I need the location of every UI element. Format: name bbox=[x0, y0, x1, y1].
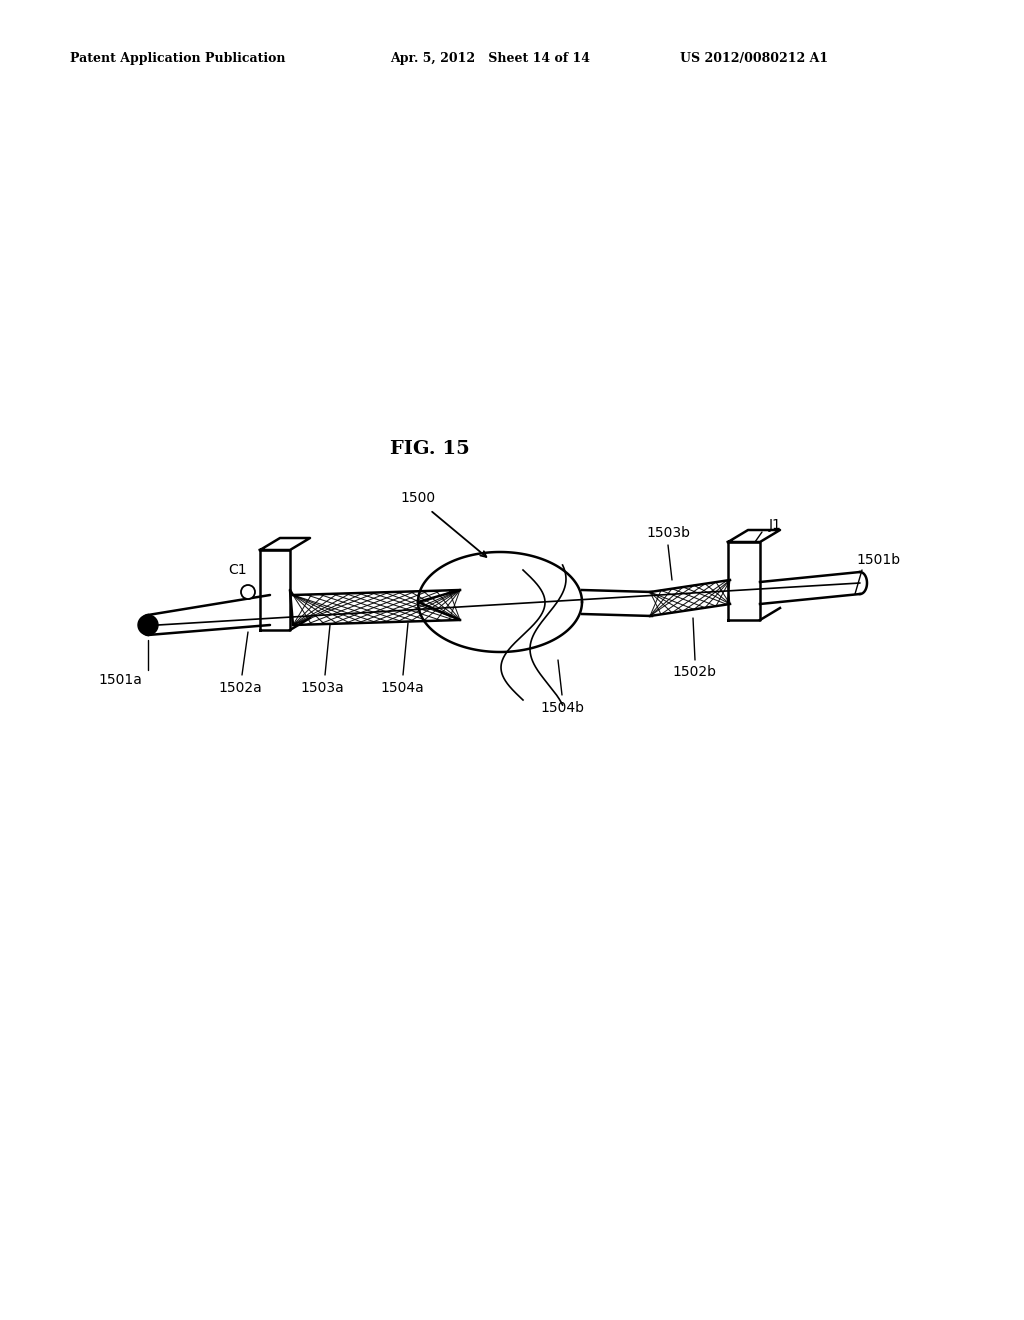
Text: 1501b: 1501b bbox=[856, 553, 900, 568]
Text: 1503a: 1503a bbox=[300, 681, 344, 696]
Text: 1504b: 1504b bbox=[540, 701, 584, 715]
Text: C1: C1 bbox=[228, 564, 248, 577]
Circle shape bbox=[241, 585, 255, 599]
Text: 1501a: 1501a bbox=[98, 673, 142, 686]
Text: J1: J1 bbox=[769, 517, 781, 532]
Text: 1500: 1500 bbox=[400, 491, 435, 506]
Text: 1502b: 1502b bbox=[672, 665, 716, 678]
Text: FIG. 15: FIG. 15 bbox=[390, 440, 470, 458]
Circle shape bbox=[138, 615, 158, 635]
Text: US 2012/0080212 A1: US 2012/0080212 A1 bbox=[680, 51, 828, 65]
Text: 1504a: 1504a bbox=[380, 681, 424, 696]
Text: 1503b: 1503b bbox=[646, 525, 690, 540]
Text: 1502a: 1502a bbox=[218, 681, 262, 696]
Text: Apr. 5, 2012   Sheet 14 of 14: Apr. 5, 2012 Sheet 14 of 14 bbox=[390, 51, 590, 65]
Text: Patent Application Publication: Patent Application Publication bbox=[70, 51, 286, 65]
